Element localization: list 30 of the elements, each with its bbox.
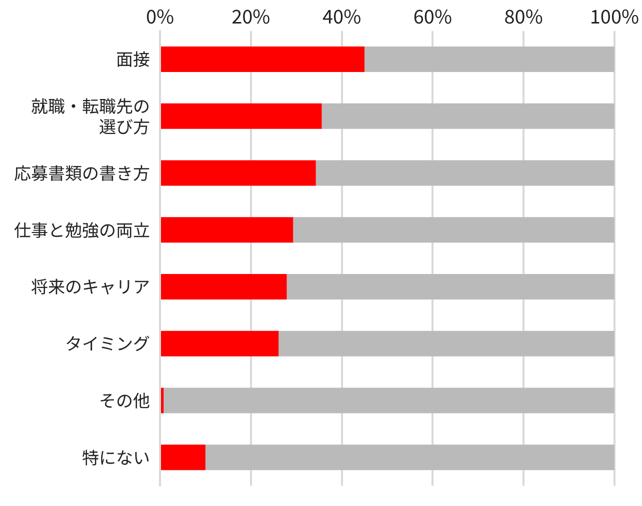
bar <box>161 46 364 72</box>
x-tick-label: 60% <box>413 2 452 30</box>
x-tick-label: 100% <box>590 2 640 30</box>
bar <box>161 388 164 414</box>
bar <box>161 330 279 356</box>
y-tick-label: 将来のキャリア <box>31 273 150 298</box>
bar <box>161 103 322 129</box>
y-tick-label: 就職・転職先の選び方 <box>31 92 150 138</box>
bar <box>161 160 316 186</box>
y-tick-label: 面接 <box>116 46 150 71</box>
x-tick-label: 20% <box>232 2 270 30</box>
bar <box>161 217 294 243</box>
y-tick-label: 応募書類の書き方 <box>14 159 150 184</box>
bar <box>286 274 614 300</box>
y-tick-label: 特にない <box>82 444 150 469</box>
y-tick-label: その他 <box>99 386 150 412</box>
bar <box>293 217 614 243</box>
bar <box>164 388 614 414</box>
bar <box>205 444 614 470</box>
y-tick-label: 仕事と勉強の両立 <box>14 216 150 242</box>
x-tick-label: 40% <box>322 2 362 30</box>
bar <box>316 160 614 186</box>
bar <box>322 103 614 129</box>
bar <box>161 444 206 470</box>
x-tick-label: 0% <box>146 2 174 30</box>
x-tick-label: 80% <box>504 2 543 30</box>
bar <box>364 46 614 72</box>
bar <box>161 274 287 300</box>
y-tick-label: タイミング <box>65 330 150 356</box>
bar <box>278 330 614 356</box>
